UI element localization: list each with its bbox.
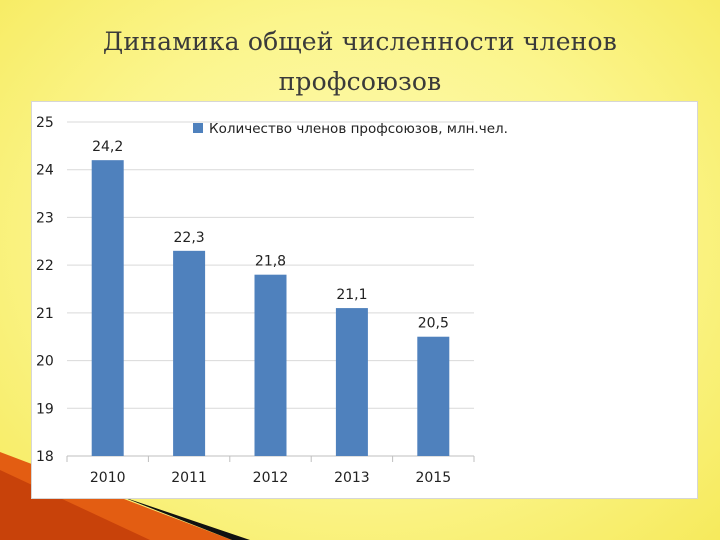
bar-chart: 18 19 20 21 22 23 24 25 24,2 2010 22,3 2011 21,8 2012… [36, 115, 508, 486]
x-tick-label: 2013 [334, 470, 370, 486]
bar [335, 308, 368, 456]
data-label: 24,2 [92, 139, 123, 155]
y-tick-label: 20 [36, 354, 54, 370]
y-tick-label: 24 [36, 163, 54, 179]
data-label: 21,1 [336, 287, 367, 303]
data-label: 20,5 [418, 316, 449, 332]
bar [417, 336, 450, 456]
y-tick-label: 18 [36, 449, 54, 465]
x-tick-label: 2010 [90, 470, 126, 486]
x-tick-label: 2011 [171, 470, 207, 486]
y-tick-label: 22 [36, 258, 54, 274]
chart-panel: 18 19 20 21 22 23 24 25 24,2 2010 22,3 2011 21,8 2012… [31, 101, 698, 499]
y-tick-label: 19 [36, 401, 54, 417]
legend-label: Количество членов профсоюзов, млн.чел. [209, 121, 508, 137]
x-tick-label: 2012 [253, 470, 289, 486]
legend-swatch [193, 123, 203, 133]
data-label: 21,8 [255, 254, 286, 270]
y-tick-label: 23 [36, 210, 54, 226]
x-tick-label: 2015 [415, 470, 451, 486]
y-tick-label: 25 [36, 115, 54, 131]
slide-title-line1: Динамика общей численности членов [102, 27, 618, 56]
slide-title: Динамика общей численности членов профсо… [70, 22, 650, 102]
bar [254, 274, 287, 456]
corner-black-stripe [120, 496, 250, 540]
data-label: 22,3 [174, 230, 205, 246]
bar [173, 250, 206, 456]
bar [91, 160, 124, 456]
y-tick-label: 21 [36, 306, 54, 322]
slide-title-line2: профсоюзов [278, 67, 442, 96]
